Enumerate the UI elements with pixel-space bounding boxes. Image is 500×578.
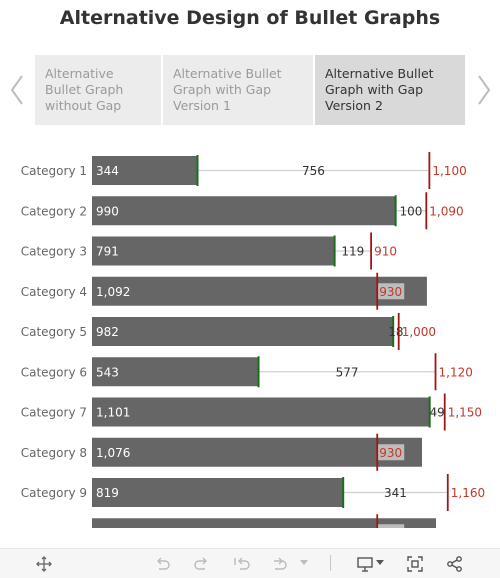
bullet-chart-svg: Category 1 344 756 1,100 Category 2 990 100 1,0… <box>21 152 485 528</box>
target-label: 930 <box>379 446 402 460</box>
actual-label: 982 <box>96 325 119 339</box>
target-label: 910 <box>374 245 397 259</box>
gap-label: 18 <box>388 325 403 339</box>
actual-bar <box>92 196 396 226</box>
gap-label: 756 <box>302 164 325 178</box>
actual-label: 543 <box>96 365 119 379</box>
actual-bar <box>92 276 427 306</box>
gap-label: 49 <box>430 406 445 420</box>
tab-with-gap-v1[interactable]: Alternative Bullet Graph with Gap Versio… <box>163 55 313 125</box>
share-icon[interactable] <box>446 555 464 573</box>
undo-icon[interactable] <box>152 555 172 573</box>
target-label: 1,160 <box>451 486 485 500</box>
story-tabstrip: Alternative Bullet Graph without Gap Alt… <box>35 55 465 125</box>
target-label-bg <box>377 283 405 300</box>
actual-bar-partial <box>92 518 436 528</box>
present-icon[interactable] <box>356 555 374 573</box>
target-label: 930 <box>379 285 402 299</box>
target-label: 1,120 <box>439 365 473 379</box>
actual-bar <box>92 437 423 467</box>
tab-label: Alternative Bullet Graph with Gap Versio… <box>173 66 282 113</box>
category-label: Category 4 <box>21 285 87 299</box>
revert-icon[interactable] <box>232 555 252 573</box>
actual-label: 344 <box>96 164 119 178</box>
category-label: Category 3 <box>21 245 87 259</box>
gap-label: 341 <box>384 486 407 500</box>
tab-label: Alternative Bullet Graph with Gap Versio… <box>325 66 434 113</box>
actual-bar <box>92 317 394 346</box>
category-label: Category 2 <box>21 204 87 218</box>
toolbar <box>0 548 500 578</box>
page-title: Alternative Design of Bullet Graphs <box>59 7 441 29</box>
refresh-dropdown-icon[interactable] <box>300 560 308 578</box>
tab-without-gap[interactable]: Alternative Bullet Graph without Gap <box>35 55 161 125</box>
target-label: 1,100 <box>432 164 466 178</box>
target-label-bg-partial <box>377 524 405 528</box>
gap-label: 100 <box>400 204 423 218</box>
actual-bar <box>92 156 198 185</box>
redo-icon[interactable] <box>192 555 212 573</box>
move-icon[interactable] <box>35 555 53 573</box>
target-label: 1,000 <box>402 325 436 339</box>
gap-label: 577 <box>336 365 359 379</box>
refresh-icon[interactable] <box>270 555 290 573</box>
actual-label: 1,076 <box>96 446 130 460</box>
toolbar-divider <box>330 555 331 571</box>
next-arrow-icon[interactable] <box>473 70 493 110</box>
actual-bar <box>92 397 430 427</box>
category-label: Category 9 <box>21 486 87 500</box>
tab-with-gap-v2[interactable]: Alternative Bullet Graph with Gap Versio… <box>315 55 465 125</box>
actual-bar <box>92 236 335 266</box>
category-label: Category 5 <box>21 325 87 339</box>
actual-label: 1,092 <box>96 285 130 299</box>
category-label: Category 7 <box>21 406 87 420</box>
present-dropdown-icon[interactable] <box>376 560 384 578</box>
category-label: Category 8 <box>21 446 87 460</box>
bullet-chart: Category 1 344 756 1,100 Category 2 990 100 1,0… <box>0 150 500 528</box>
fullscreen-icon[interactable] <box>406 555 424 573</box>
actual-bar <box>92 357 259 387</box>
tab-label: Alternative Bullet Graph without Gap <box>45 66 124 113</box>
target-label: 1,150 <box>448 406 482 420</box>
actual-bar <box>92 478 344 507</box>
category-label: Category 1 <box>21 164 87 178</box>
actual-label: 819 <box>96 486 119 500</box>
actual-label: 1,101 <box>96 406 130 420</box>
gap-label: 119 <box>341 245 364 259</box>
category-label: Category 6 <box>21 365 87 379</box>
actual-label: 791 <box>96 245 119 259</box>
target-label: 1,090 <box>429 204 463 218</box>
target-label-bg <box>377 444 405 461</box>
previous-arrow-icon[interactable] <box>8 70 28 110</box>
actual-label: 990 <box>96 204 119 218</box>
